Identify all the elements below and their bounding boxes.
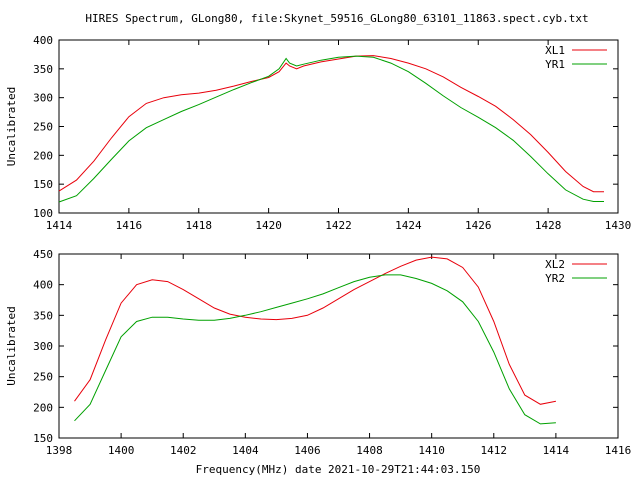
x-tick-label: 1414 [543, 444, 570, 457]
y-tick-label: 200 [33, 401, 53, 414]
plot-frame [58, 39, 619, 214]
figure-title: HIRES Spectrum, GLong80, file:Skynet_595… [85, 12, 588, 25]
x-tick-label: 1414 [46, 219, 73, 232]
y-tick-label: 350 [33, 63, 53, 76]
x-tick-label: 1400 [108, 444, 135, 457]
x-tick-label: 1428 [535, 219, 562, 232]
x-tick-label: 1412 [481, 444, 508, 457]
x-tick-label: 1408 [356, 444, 383, 457]
legend-label: XL2 [545, 258, 565, 271]
bottom-spectrum-panel: 1398 1400 1402 1404 1406 1408 1410 1412 1414 1416… [5, 248, 631, 457]
x-tick-label: 1424 [395, 219, 422, 232]
y-tick-label: 150 [33, 178, 53, 191]
legend-label: XL1 [545, 44, 565, 57]
x-tick-label: 1406 [294, 444, 321, 457]
x-tick-label: 1402 [170, 444, 197, 457]
x-tick-label: 1426 [465, 219, 492, 232]
y-tick-label: 400 [33, 279, 53, 292]
series-line-xl2 [74, 256, 556, 405]
y-tick-label: 350 [33, 309, 53, 322]
plot-frame [58, 253, 619, 439]
y-tick-label: 400 [33, 34, 53, 47]
series-line-yr2 [74, 274, 556, 425]
x-tick-label: 1418 [186, 219, 213, 232]
legend-label: YR2 [545, 272, 565, 285]
top-spectrum-panel: 1414 1416 1418 1420 1422 1424 1426 1428 1430 100 1… [5, 34, 631, 232]
y-axis-label: Uncalibrated [5, 306, 18, 385]
y-tick-label: 100 [33, 207, 53, 220]
x-tick-label: 1422 [325, 219, 352, 232]
x-tick-label: 1410 [418, 444, 445, 457]
y-tick-label: 300 [33, 340, 53, 353]
y-tick-label: 200 [33, 149, 53, 162]
legend-label: YR1 [545, 58, 565, 71]
x-tick-label: 1430 [605, 219, 632, 232]
y-tick-label: 250 [33, 121, 53, 134]
series-line-yr1 [58, 55, 604, 203]
x-tick-label: 1398 [46, 444, 73, 457]
y-axis-label: Uncalibrated [5, 87, 18, 166]
y-tick-label: 150 [33, 432, 53, 445]
x-tick-label: 1416 [605, 444, 632, 457]
x-tick-label: 1420 [255, 219, 282, 232]
x-tick-label: 1416 [116, 219, 143, 232]
series-line-xl1 [58, 55, 604, 193]
x-tick-label: 1404 [232, 444, 259, 457]
y-tick-label: 450 [33, 248, 53, 261]
y-tick-label: 300 [33, 92, 53, 105]
x-axis-label: Frequency(MHz) date 2021-10-29T21:44:03.… [196, 463, 481, 476]
y-tick-label: 250 [33, 371, 53, 384]
